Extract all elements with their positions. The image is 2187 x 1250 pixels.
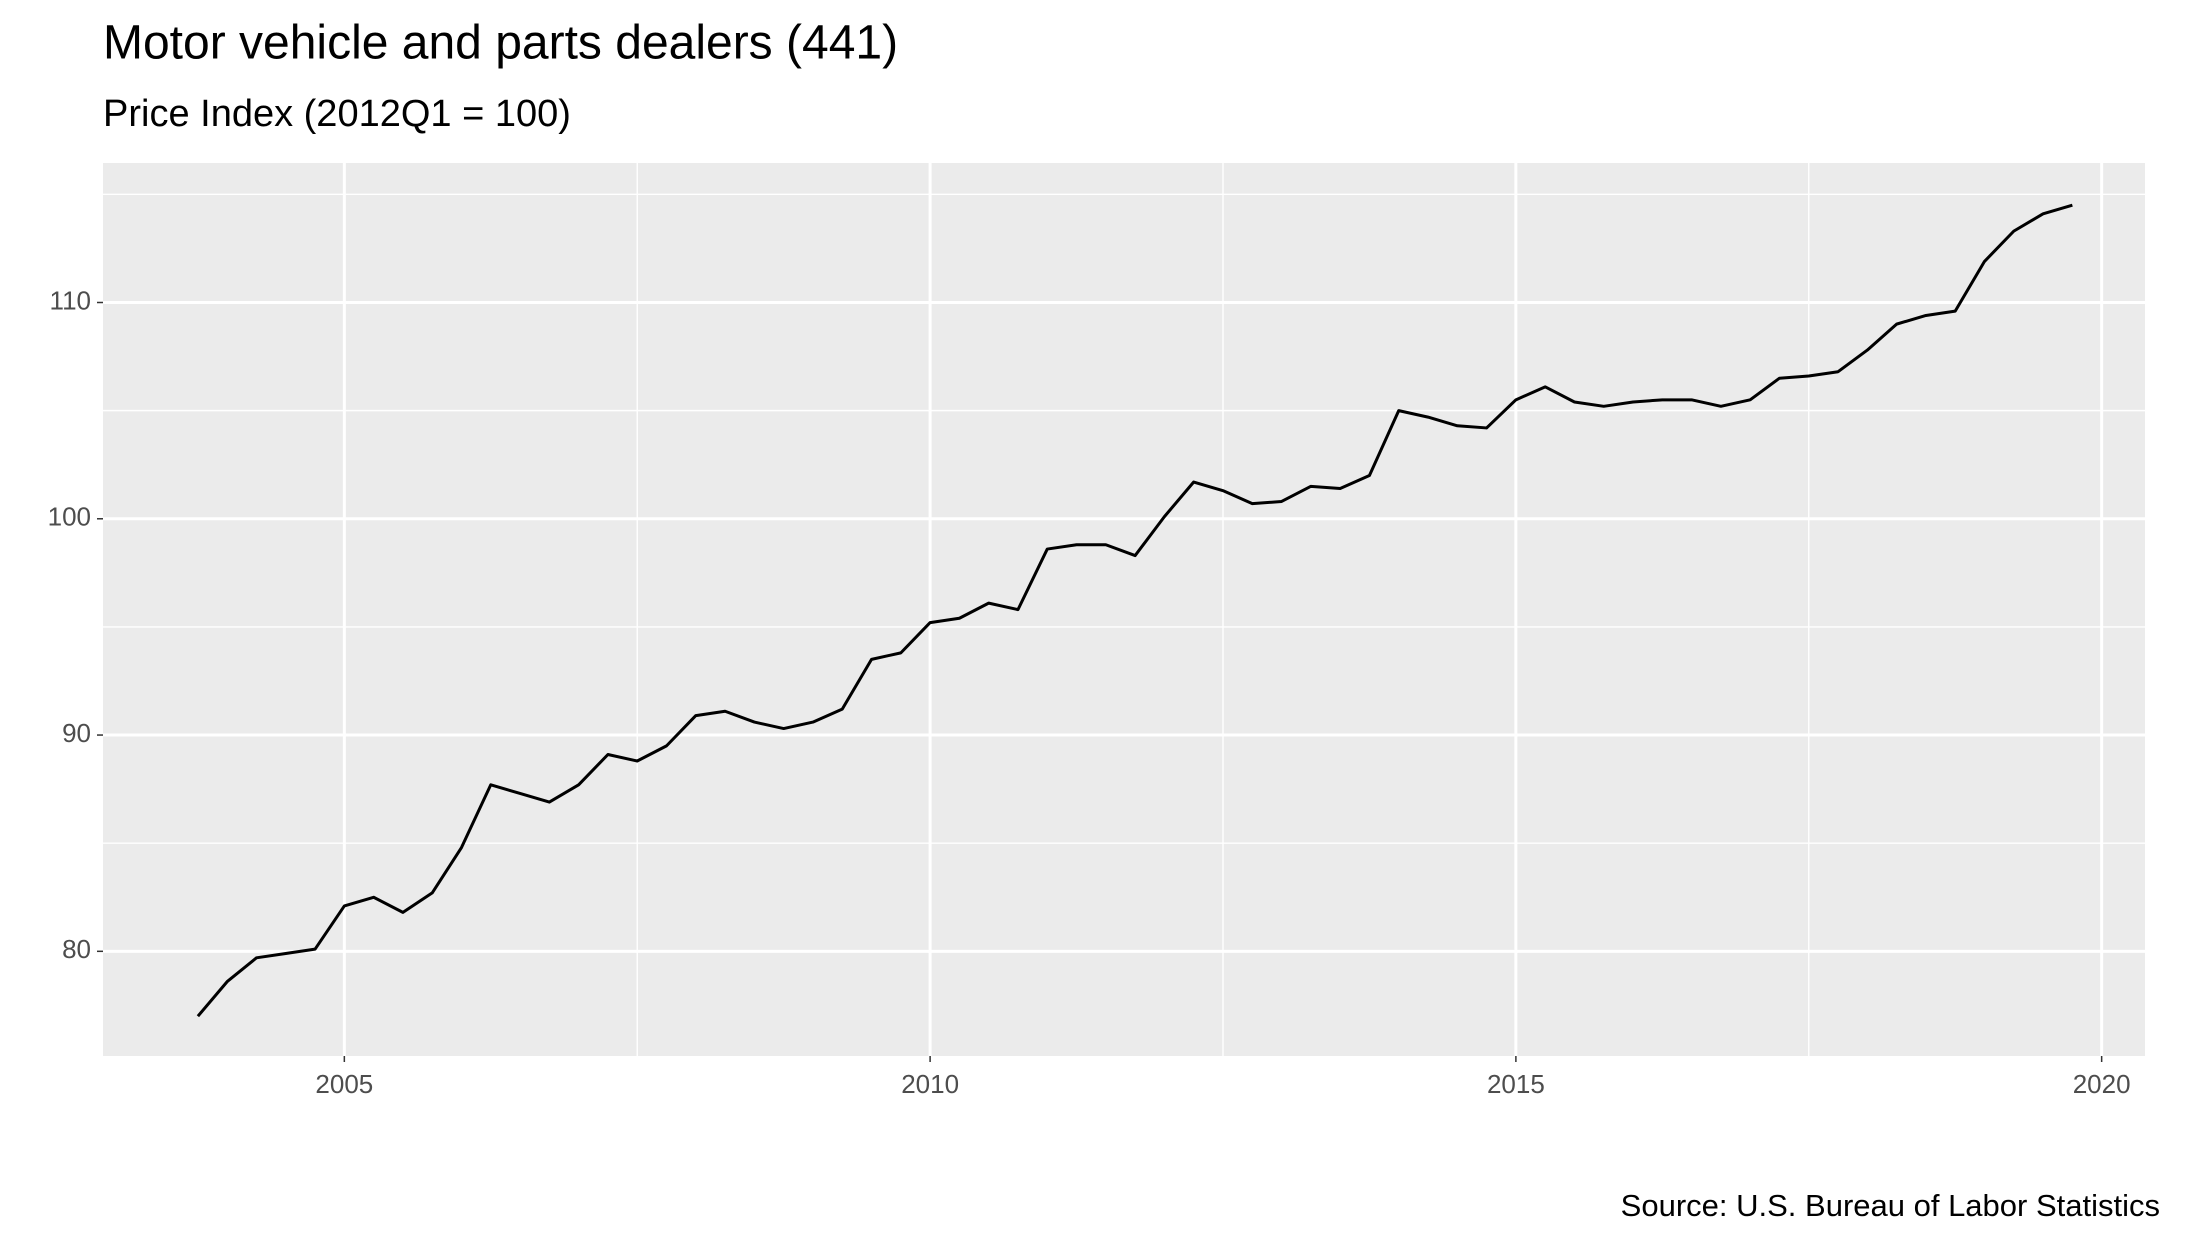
chart-subtitle: Price Index (2012Q1 = 100) [103,93,571,135]
y-tick-label: 90 [62,718,91,748]
y-tick-label: 110 [50,285,91,315]
x-tick-label: 2005 [315,1069,373,1099]
data-line [196,203,2073,1018]
chart-title: Motor vehicle and parts dealers (441) [103,17,898,70]
source-caption: Source: U.S. Bureau of Labor Statistics [1621,1188,2160,1223]
x-tick-label: 2020 [2073,1069,2131,1099]
plot-panel [103,163,2145,1056]
x-tick-label: 2015 [1487,1069,1545,1099]
y-tick-label: 80 [62,934,91,964]
x-tick-label: 2010 [901,1069,959,1099]
y-tick-label: 100 [48,502,91,532]
